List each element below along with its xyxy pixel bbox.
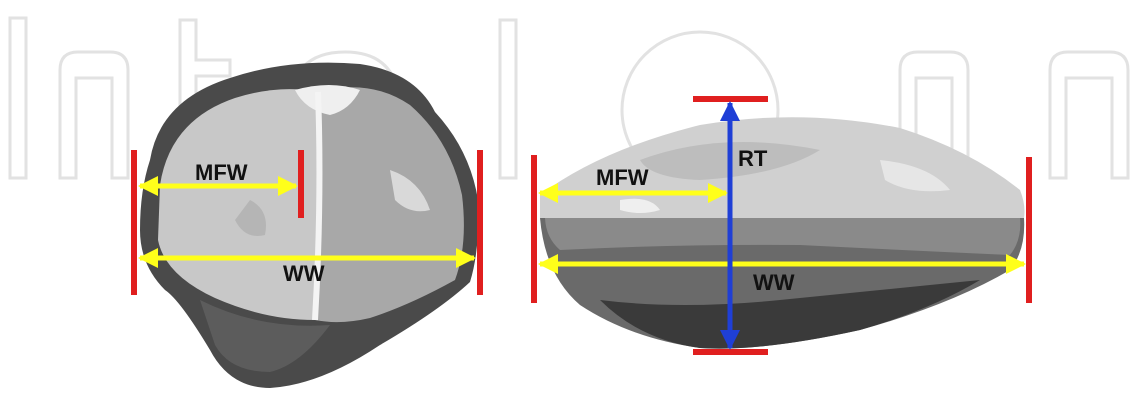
side-rt-label: RT <box>738 146 768 171</box>
kidney-side-view <box>540 117 1025 349</box>
side-mfw-label: MFW <box>596 165 649 190</box>
side-ww-label: WW <box>753 270 795 295</box>
kidney-side-lower-band <box>545 218 1021 255</box>
kidney-top-highlight <box>295 85 360 115</box>
side-view-measurements: MFW RT WW <box>531 96 1032 355</box>
top-ww-label: WW <box>283 261 325 286</box>
kidney-side-bottom-shade <box>600 280 980 349</box>
top-mfw-label: MFW <box>195 160 248 185</box>
kidney-top-view <box>140 62 479 388</box>
top-view-measurements: MFW WW <box>131 150 483 295</box>
kidney-top-shade <box>200 300 330 372</box>
kidney-top-midline <box>312 91 323 321</box>
